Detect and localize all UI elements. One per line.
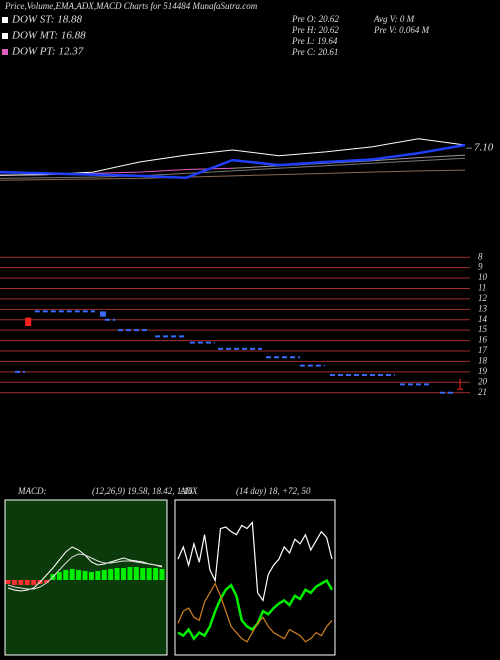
legend-text: DOW ST: 18.88 — [11, 14, 82, 26]
legend-text: DOW MT: 16.88 — [11, 30, 86, 42]
y-tick-label: 10 — [478, 272, 488, 282]
y-tick-label: 14 — [478, 314, 488, 324]
y-tick-label: 7.10 — [474, 142, 494, 154]
histogram-bar — [146, 568, 152, 580]
legend-swatch — [2, 49, 8, 55]
series-line — [177, 578, 334, 641]
histogram-bar — [82, 571, 88, 580]
histogram-bar — [69, 569, 75, 580]
y-tick-label: 8 — [478, 251, 483, 261]
y-tick-label: 12 — [478, 293, 488, 303]
histogram-bar — [121, 568, 126, 580]
y-tick-label: 16 — [478, 335, 488, 345]
histogram-bar — [140, 568, 146, 580]
y-tick-label: 15 — [478, 324, 488, 334]
series-line — [177, 582, 333, 643]
info-text: Pre O: 20.62 — [291, 14, 339, 24]
series-line — [177, 520, 333, 602]
y-tick-label: 20 — [478, 376, 488, 386]
histogram-bar — [44, 580, 49, 583]
y-tick-label: 21 — [478, 387, 487, 397]
histogram-bar — [18, 580, 24, 585]
histogram-bar — [11, 580, 17, 585]
info-text: Pre L: 19.64 — [291, 36, 338, 46]
series-line — [0, 143, 466, 180]
candle-body — [99, 311, 106, 317]
histogram-bar — [127, 567, 133, 580]
histogram-bar — [56, 572, 62, 580]
macd-title: MACD: — [17, 486, 47, 496]
y-tick-label: 13 — [478, 303, 488, 313]
histogram-bar — [133, 567, 139, 580]
candle-body — [457, 388, 464, 390]
legend-swatch — [2, 17, 8, 23]
series-line — [7, 553, 163, 590]
histogram-bar — [114, 568, 120, 580]
y-tick-label: 11 — [478, 283, 486, 293]
y-tick-label: 9 — [478, 262, 483, 272]
chart-title: Price,Volume,EMA,ADX,MACD Charts for 514… — [4, 1, 258, 11]
series-line — [232, 154, 466, 169]
info-text: Pre V: 0.064 M — [373, 25, 430, 35]
legend-swatch — [2, 33, 8, 39]
histogram-bar — [76, 570, 82, 580]
adx-title: ADX — [179, 486, 198, 496]
series-line — [0, 169, 466, 181]
info-text: Pre H: 20.62 — [291, 25, 339, 35]
y-tick-label: 17 — [478, 345, 488, 355]
candle-body — [25, 317, 32, 326]
histogram-bar — [63, 570, 69, 580]
adx-subtitle: (14 day) 18, +72, 50 — [236, 486, 311, 496]
series-line — [0, 157, 466, 179]
histogram-bar — [5, 580, 11, 584]
info-text: Avg V: 0 M — [373, 14, 415, 24]
histogram-bar — [101, 570, 107, 580]
histogram-bar — [95, 571, 101, 580]
histogram-bar — [31, 580, 37, 585]
y-tick-label: 18 — [478, 355, 488, 365]
legend-text: DOW PT: 12.37 — [11, 46, 84, 58]
series-line — [0, 138, 466, 176]
histogram-bar — [88, 572, 94, 580]
macd-subtitle: (12,26,9) 19.58, 18.42, 1.16 — [92, 486, 193, 496]
y-tick-label: 19 — [478, 366, 488, 376]
info-text: Pre C: 20.61 — [291, 47, 338, 57]
histogram-bar — [159, 569, 165, 580]
histogram-bar — [108, 569, 114, 580]
histogram-bar — [24, 580, 30, 585]
histogram-bar — [153, 568, 159, 580]
